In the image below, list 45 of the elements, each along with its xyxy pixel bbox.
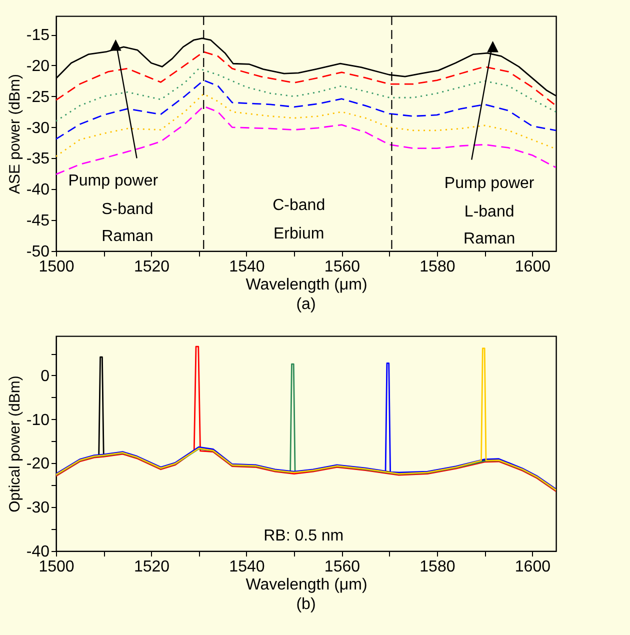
y-tick-label: -20 — [26, 456, 50, 473]
x-axis-title: Wavelength (μm) — [246, 576, 368, 594]
x-tick-label: 1500 — [38, 258, 74, 276]
x-tick-label: 1600 — [514, 558, 551, 576]
y-axis-title: Optical power (dBm) — [6, 376, 24, 512]
x-tick-label: 1580 — [420, 558, 456, 576]
x-tick-label: 1600 — [514, 258, 551, 276]
x-tick-label: 1560 — [324, 258, 360, 276]
annotation: RB: 0.5 nm — [264, 528, 344, 545]
y-axis-title: ASE power (dBm) — [6, 74, 24, 194]
x-tick-label: 1580 — [420, 258, 456, 276]
y-tick-label: 0 — [40, 368, 50, 385]
y-tick-label: -25 — [26, 88, 50, 106]
y-tick-label: -10 — [26, 412, 50, 429]
x-tick-label: 1560 — [324, 558, 360, 576]
annotation: L-band — [464, 203, 514, 220]
annotation: C-band — [272, 197, 326, 214]
x-tick-label: 1540 — [229, 558, 265, 576]
x-tick-label: 1520 — [134, 258, 170, 276]
line-series — [56, 80, 556, 140]
y-tick-label: -15 — [26, 27, 50, 44]
annotation: Raman — [102, 228, 154, 246]
x-axis-title: Wavelength (μm) — [246, 276, 368, 294]
annotation: Pump power — [68, 172, 159, 190]
y-tick-label: -50 — [26, 244, 50, 260]
text: (a) — [296, 296, 316, 313]
y-tick-label: -35 — [26, 150, 50, 168]
y-tick-label: -30 — [26, 500, 50, 517]
y-tick-label: -40 — [26, 544, 50, 560]
y-tick-label: -40 — [26, 182, 50, 199]
line-series — [56, 93, 556, 158]
y-tick-label: -30 — [26, 120, 50, 137]
y-tick-label: -20 — [26, 58, 50, 75]
line-series — [56, 106, 556, 176]
x-tick-label: 1540 — [229, 258, 265, 276]
annotation: Erbium — [274, 226, 324, 243]
line-series — [56, 68, 556, 122]
line-series — [56, 51, 556, 106]
text: (b) — [296, 596, 316, 613]
annotation: S-band — [102, 200, 154, 218]
annotation: Pump power — [444, 174, 535, 192]
y-tick-label: -45 — [26, 212, 50, 230]
x-tick-label: 1500 — [38, 558, 74, 576]
annotation: Raman — [464, 230, 516, 248]
x-tick-label: 1520 — [134, 558, 170, 576]
